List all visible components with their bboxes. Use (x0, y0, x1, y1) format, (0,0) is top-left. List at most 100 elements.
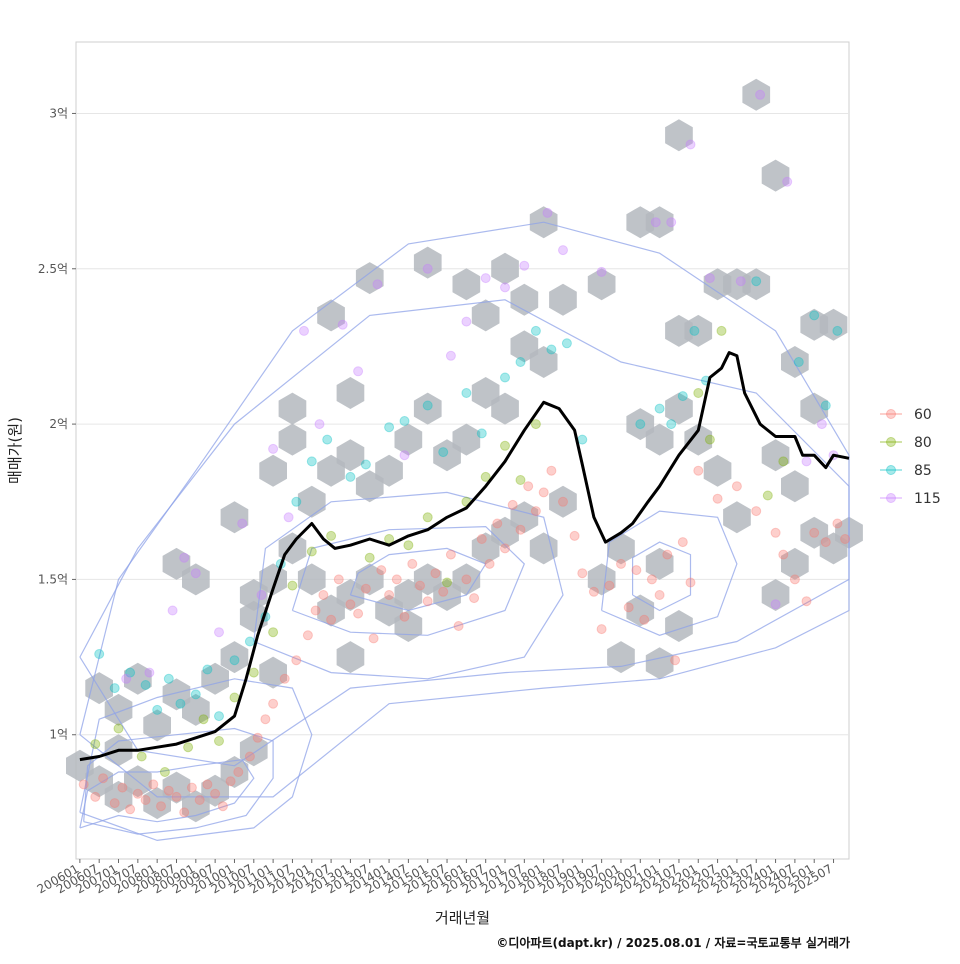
point-85 (214, 711, 224, 722)
point-115 (461, 316, 472, 327)
legend-key-point (886, 493, 896, 503)
hex-cell (626, 594, 655, 627)
y-tick-label: 1.5억 (38, 572, 68, 586)
point-115 (480, 273, 491, 284)
point-60 (260, 714, 271, 725)
point-60 (194, 795, 205, 805)
point-115 (596, 266, 607, 277)
hex-cell (665, 119, 693, 152)
point-60 (244, 751, 255, 762)
hex-cell (220, 641, 249, 674)
hex-cell (336, 439, 365, 472)
point-85 (677, 391, 688, 402)
point-60 (415, 580, 425, 591)
hex-cell (742, 78, 771, 111)
point-60 (604, 580, 615, 591)
point-115 (214, 627, 224, 638)
point-85 (384, 422, 395, 433)
point-80 (326, 530, 337, 541)
point-60 (109, 798, 120, 809)
point-85 (152, 704, 163, 715)
point-115 (179, 552, 190, 563)
hex-cell (452, 563, 481, 596)
density-contour (349, 547, 487, 612)
point-60 (132, 788, 143, 799)
hex-cell (162, 771, 191, 804)
point-60 (588, 586, 599, 597)
point-115 (337, 319, 348, 330)
point-85 (461, 388, 472, 398)
hex-cell (645, 647, 674, 680)
point-80 (384, 534, 395, 544)
point-115 (256, 590, 267, 600)
legend-key-point (886, 465, 896, 475)
hex-cell (124, 662, 152, 695)
point-115 (782, 176, 793, 187)
point-60 (685, 577, 696, 588)
point-85 (244, 636, 255, 647)
point-60 (117, 782, 128, 793)
hex-cell (394, 423, 423, 456)
point-60 (210, 788, 221, 799)
hex-cell (684, 314, 713, 347)
point-60 (422, 596, 433, 607)
point-60 (616, 558, 626, 569)
point-85 (515, 357, 526, 367)
point-60 (186, 782, 197, 793)
point-85 (820, 400, 831, 411)
density-contour (79, 221, 850, 798)
point-60 (453, 621, 464, 631)
point-60 (148, 779, 159, 790)
point-60 (731, 481, 742, 492)
hex-cell (182, 563, 210, 596)
point-85 (190, 689, 201, 700)
point-60 (438, 586, 449, 597)
point-115 (144, 667, 155, 678)
point-85 (291, 496, 302, 507)
point-60 (407, 558, 418, 569)
point-115 (770, 599, 781, 610)
scatter-layer (78, 89, 851, 818)
point-80 (113, 723, 124, 734)
y-axis-title: 매매가(원) (6, 417, 24, 484)
hex-cell (761, 439, 790, 472)
hex-cell (549, 283, 577, 316)
hex-cell (665, 392, 693, 425)
point-80 (287, 580, 298, 591)
point-60 (507, 499, 518, 510)
hex-cell (220, 501, 249, 534)
point-115 (314, 419, 325, 430)
point-80 (480, 471, 491, 482)
point-85 (422, 400, 433, 411)
point-60 (217, 801, 228, 812)
point-60 (596, 624, 607, 635)
point-115 (190, 568, 201, 579)
point-85 (561, 338, 572, 349)
point-85 (163, 673, 174, 684)
point-115 (685, 139, 696, 150)
point-85 (399, 416, 410, 426)
hex-cell (355, 563, 384, 596)
point-85 (577, 434, 588, 445)
point-85 (94, 649, 105, 659)
density-contour (83, 727, 274, 835)
hex-cell (761, 579, 790, 611)
point-85 (322, 434, 333, 445)
point-60 (530, 506, 541, 517)
point-85 (546, 344, 557, 355)
point-60 (302, 630, 313, 641)
point-85 (175, 698, 186, 709)
hex-cell (413, 392, 442, 425)
density-contour (79, 758, 255, 829)
point-85 (832, 325, 843, 336)
point-115 (445, 350, 456, 361)
point-85 (476, 428, 487, 439)
point-80 (778, 456, 789, 467)
point-60 (360, 583, 371, 594)
hex-cell (645, 547, 674, 580)
point-60 (391, 574, 402, 585)
point-60 (538, 487, 549, 498)
point-85 (109, 683, 120, 694)
point-85 (751, 276, 762, 287)
point-60 (225, 776, 236, 787)
